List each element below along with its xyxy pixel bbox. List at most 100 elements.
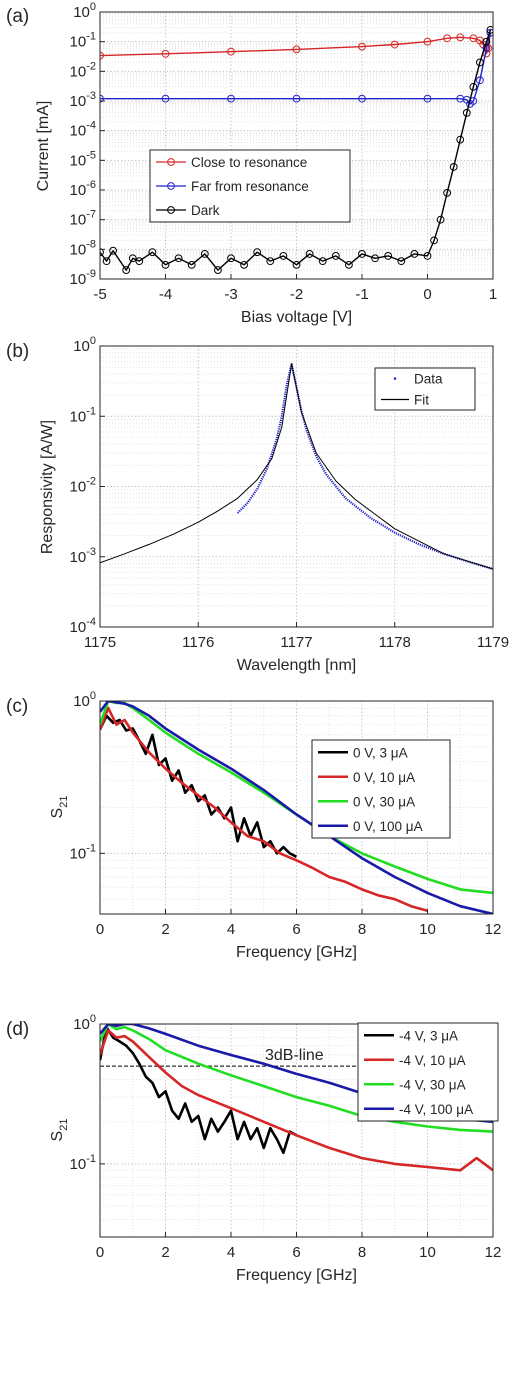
x-tick-label: 1179 (477, 634, 509, 651)
x-tick-label: 0 (96, 921, 104, 938)
x-tick-label: -3 (224, 286, 237, 303)
grid (99, 12, 494, 280)
x-tick-label: 12 (485, 1244, 502, 1261)
data-point (390, 40, 399, 49)
data-point (214, 266, 222, 274)
data-point (358, 94, 366, 103)
data-point (358, 42, 366, 51)
legend-label-0: Close to resonance (191, 155, 307, 170)
data-point (227, 254, 235, 263)
x-tick-label: 10 (419, 1244, 436, 1261)
legend-box (357, 1022, 499, 1122)
data-point (358, 250, 366, 258)
grid (99, 701, 494, 915)
y-tick-label: 10-1 (70, 842, 96, 862)
legend-box (374, 367, 476, 411)
legend-marker-0 (393, 377, 397, 380)
data-point (100, 51, 104, 60)
legend: 0 V, 3 μA 0 V, 10 μA 0 V, 30 μA 0 V, 100 μA (311, 739, 451, 839)
legend-label-1: Fit (414, 393, 429, 408)
series-line-2 (100, 29, 492, 271)
data-point (292, 94, 301, 103)
y-tick-label: 10-8 (70, 238, 96, 258)
x-tick-label: 8 (358, 1244, 366, 1261)
data-point (266, 257, 275, 266)
y-axis-label: Responsivity [A/W] (39, 420, 56, 554)
data-point (227, 47, 235, 56)
data-point (135, 257, 144, 266)
x-axis-label: Frequency [GHz] (236, 944, 357, 961)
data-point (148, 248, 157, 257)
y-tick-label: 10-2 (70, 60, 96, 80)
legend-label-0: 0 V, 3 μA (353, 745, 408, 760)
x-axis-label: Bias voltage [V] (241, 309, 352, 326)
series-line-1 (100, 363, 493, 570)
legend: Data Fit (374, 367, 476, 411)
data-point (482, 37, 491, 46)
y-tick-label: 10-1 (70, 31, 96, 51)
legend-label-3: -4 V, 100 μA (399, 1102, 473, 1117)
data-point (292, 45, 301, 54)
data-point (423, 252, 432, 260)
data-point (161, 49, 170, 58)
data-point (100, 248, 104, 257)
data-point (279, 252, 288, 260)
x-tick-label: 0 (96, 1244, 104, 1261)
data-point (161, 260, 170, 269)
three-db-label: 3dB-line (265, 1047, 324, 1064)
data-point (174, 254, 183, 263)
legend-box (311, 739, 451, 839)
y-tick-label: 10-6 (70, 179, 96, 199)
data-point (476, 76, 484, 85)
x-axis-label: Wavelength [nm] (237, 657, 356, 674)
data-point (318, 257, 327, 266)
x-tick-label: 2 (161, 921, 169, 938)
data-point (462, 108, 471, 117)
legend: -4 V, 3 μA -4 V, 10 μA -4 V, 30 μA -4 V, 10… (357, 1022, 499, 1122)
x-tick-label: -2 (290, 286, 303, 303)
data-point (469, 82, 478, 91)
x-tick-label: 2 (161, 1244, 169, 1261)
data-point (331, 252, 340, 260)
y-tick-label: 100 (73, 1013, 96, 1033)
series-line-1 (100, 32, 492, 105)
data-point (443, 34, 452, 43)
series-line-1 (100, 706, 428, 913)
series-line-2 (100, 1024, 493, 1133)
data-point (410, 250, 419, 258)
legend-label-3: 0 V, 100 μA (353, 819, 423, 834)
panel-b: (b) 1175 1176 1177 1178 1179 10-4 10-3 10-2 10-1 1… (6, 335, 509, 674)
panel-label: (c) (6, 696, 28, 717)
legend-label-1: 0 V, 10 μA (353, 770, 415, 785)
data-point (456, 135, 465, 144)
data-point (253, 248, 262, 257)
panel-d: (d) 3dB-line 0 2 4 6 8 10 12 10-1 100 Frequency [GH… (6, 1013, 501, 1284)
data-point (436, 215, 445, 224)
data-point (292, 260, 301, 269)
y-axis-label: S21 (49, 796, 70, 819)
legend-label-2: 0 V, 30 μA (353, 794, 415, 809)
x-tick-label: -1 (355, 286, 368, 303)
data-point (227, 94, 235, 103)
y-tick-label: 10-1 (70, 405, 96, 425)
data-point (371, 254, 380, 263)
data-point (449, 163, 458, 171)
x-tick-label: -5 (93, 286, 106, 303)
y-tick-label: 10-2 (70, 476, 96, 496)
x-tick-label: 8 (358, 921, 366, 938)
x-tick-label: 0 (423, 286, 431, 303)
series-line-0 (100, 1025, 298, 1155)
data-point (443, 188, 452, 197)
data-point (384, 252, 393, 260)
data-point (305, 250, 314, 258)
y-tick-label: 10-4 (70, 120, 96, 140)
x-tick-label: 1 (489, 286, 497, 303)
data-point (122, 266, 131, 274)
data-point (109, 246, 117, 255)
data-point (423, 37, 432, 46)
x-tick-label: 10 (419, 921, 436, 938)
legend-label-0: -4 V, 3 μA (399, 1028, 458, 1043)
data-point (486, 25, 493, 34)
data-point (100, 94, 104, 103)
